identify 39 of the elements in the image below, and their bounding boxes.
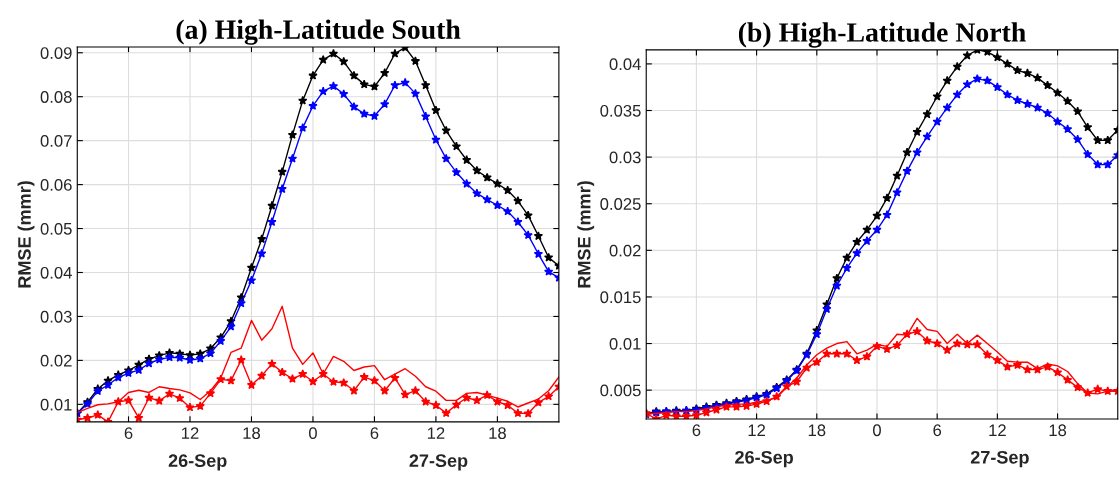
y-tick-label: 0.04 bbox=[609, 58, 641, 71]
y-tick-label: 0.01 bbox=[609, 337, 641, 350]
text: 27-Sep bbox=[409, 454, 468, 471]
text: 27-Sep bbox=[970, 450, 1029, 468]
x-tick-label: 0 bbox=[873, 424, 881, 437]
y-tick-label: 0.02 bbox=[40, 354, 72, 367]
y-tick-label: 0.05 bbox=[40, 222, 72, 235]
y-tick-label: 0.07 bbox=[40, 135, 72, 147]
x-tick-label: 12 bbox=[427, 427, 445, 439]
y-tick-label: 0.03 bbox=[40, 310, 72, 323]
y-tick-label: 0.01 bbox=[40, 398, 72, 411]
y-axis-title: RMSE (mmr) bbox=[577, 181, 595, 288]
text: 26-Sep bbox=[735, 450, 793, 468]
chart-title: (b) High-Latitude North bbox=[738, 22, 1026, 48]
x-tick-label: 6 bbox=[124, 427, 133, 440]
x-tick-label: 12 bbox=[989, 424, 1006, 436]
x-tick-label: 18 bbox=[808, 424, 826, 437]
y-axis-title: RMSE (mmr) bbox=[17, 181, 35, 288]
x-tick-label: 6 bbox=[692, 424, 701, 437]
x-tick-label: 18 bbox=[1049, 424, 1067, 437]
x-tick-label: 6 bbox=[370, 427, 379, 440]
y-tick-label: 0.02 bbox=[609, 244, 641, 257]
x-tick-label: 12 bbox=[182, 427, 199, 439]
y-tick-label: 0.04 bbox=[40, 266, 72, 279]
x-tick-label: 18 bbox=[489, 427, 506, 440]
x-tick-label: 12 bbox=[748, 424, 766, 436]
x-tick-label: 6 bbox=[933, 424, 942, 437]
x-tick-label: 18 bbox=[243, 427, 261, 440]
x-tick-label: 0 bbox=[308, 427, 317, 440]
y-tick-label: 0.03 bbox=[609, 151, 641, 164]
y-tick-label: 0.08 bbox=[40, 91, 72, 103]
text: 26-Sep bbox=[168, 454, 227, 471]
y-tick-label: 0.015 bbox=[600, 291, 641, 304]
y-tick-label: 0.035 bbox=[600, 104, 641, 117]
chart-title: (a) High-Latitude South bbox=[176, 19, 461, 45]
y-tick-label: 0.005 bbox=[600, 384, 641, 397]
y-tick-label: 0.06 bbox=[40, 179, 72, 191]
y-tick-label: 0.025 bbox=[600, 198, 641, 210]
y-tick-label: 0.09 bbox=[40, 47, 72, 59]
